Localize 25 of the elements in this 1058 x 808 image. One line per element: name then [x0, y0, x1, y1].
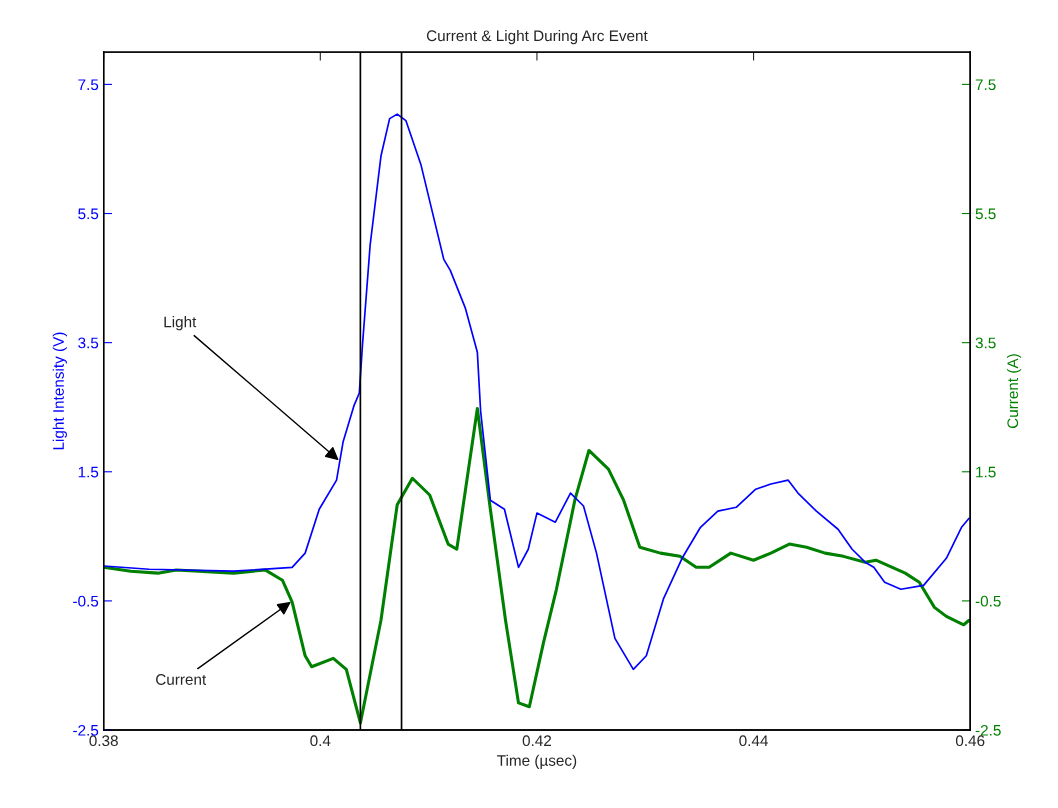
y2-tick-label: 1.5 — [976, 466, 996, 478]
x-tick-label: 0.42 — [522, 735, 552, 747]
y2-tick-label: 5.5 — [975, 208, 996, 220]
annotation: Current — [156, 674, 207, 685]
annotation: Light — [164, 316, 197, 331]
y-tick-label: -0.5 — [73, 595, 99, 607]
line-series — [103, 113, 970, 671]
x-tick-label: 0.46 — [955, 735, 985, 747]
y-tick-label: 7.5 — [78, 79, 99, 91]
y-tick-label: 5.5 — [78, 208, 99, 220]
x-tick-label: 0.44 — [739, 735, 768, 747]
y2-tick-label: 7.5 — [975, 79, 996, 91]
y-tick-label: 3.5 — [78, 337, 99, 349]
x-tick-label: 0.38 — [89, 735, 118, 747]
x-tick-label: 0.4 — [310, 735, 331, 747]
y2-tick-label: -2.5 — [975, 724, 1001, 736]
chart-title: Current & Light During Arc Event — [426, 29, 648, 45]
x-axis-title: Time (µsec) — [497, 754, 577, 769]
y2-tick-label: 3.5 — [975, 337, 996, 349]
y-tick-label: 1.5 — [78, 466, 99, 478]
y-tick-label: -2.5 — [73, 724, 99, 736]
y-axis-title: Light Intensity (V) — [52, 332, 67, 450]
y2-axis-title: Current (A) — [1006, 354, 1022, 429]
line-series — [103, 406, 971, 725]
y2-tick-label: -0.5 — [975, 595, 1001, 607]
